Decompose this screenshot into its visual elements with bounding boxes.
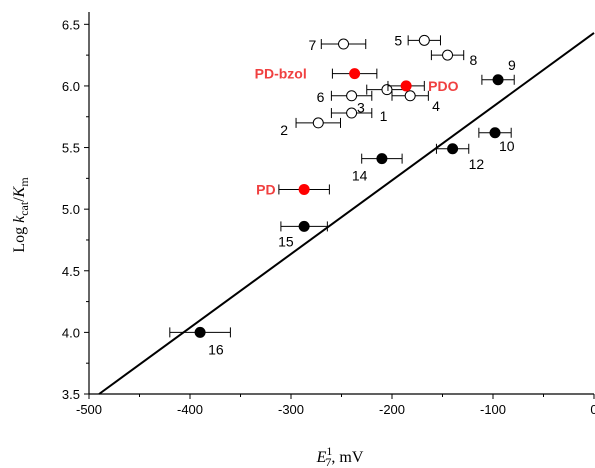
point-label: 6 — [317, 89, 325, 105]
point-label: 16 — [208, 341, 224, 357]
data-point-pdo: PDO — [387, 78, 459, 94]
point-label: 15 — [278, 233, 294, 249]
point-label: 12 — [469, 156, 485, 172]
data-point-pd-bzol: PD-bzol — [255, 66, 378, 82]
x-tick-label: -400 — [177, 402, 203, 417]
data-point-9: 9 — [481, 57, 516, 86]
data-point-15: 15 — [278, 220, 328, 249]
data-point-6: 6 — [317, 89, 373, 105]
marker — [447, 143, 459, 155]
marker — [404, 90, 416, 102]
data-point-5: 5 — [394, 32, 441, 48]
marker — [346, 90, 358, 102]
x-axis-label: E1 7, mV — [316, 444, 364, 468]
y-tick-label: 4.5 — [62, 264, 80, 279]
y-tick-label: 5.0 — [62, 202, 80, 217]
x-tick-label: 0 — [590, 402, 595, 417]
point-label: PD-bzol — [255, 66, 307, 82]
marker — [376, 153, 388, 165]
marker — [492, 74, 504, 86]
point-label: 10 — [499, 138, 515, 154]
marker — [338, 38, 350, 50]
marker — [194, 326, 206, 338]
point-label: 5 — [394, 32, 402, 48]
marker — [489, 127, 501, 139]
data-point-pd: PD — [256, 181, 330, 197]
y-axis-label: Log kcat/Km — [11, 177, 31, 253]
x-tick-label: -300 — [278, 402, 304, 417]
marker — [442, 49, 454, 61]
data-point-7: 7 — [309, 37, 367, 53]
y-tick-label: 6.0 — [62, 79, 80, 94]
point-label: 8 — [470, 52, 478, 68]
point-label: 3 — [357, 100, 365, 116]
x-tick-label: -100 — [480, 402, 506, 417]
marker — [298, 220, 310, 232]
data-point-2: 2 — [280, 117, 341, 138]
y-tick-label: 3.5 — [62, 387, 80, 402]
marker — [381, 84, 393, 96]
y-tick-label: 4.0 — [62, 325, 80, 340]
point-label: PDO — [428, 78, 458, 94]
data-point-1: 1 — [330, 107, 388, 124]
marker — [346, 107, 358, 119]
point-label: PD — [256, 181, 275, 197]
marker — [349, 68, 361, 80]
marker — [418, 34, 430, 46]
x-tick-label: -200 — [379, 402, 405, 417]
data-point-4: 4 — [391, 90, 440, 114]
point-label: 2 — [280, 122, 288, 138]
axes: -500 -400 -300 -200 -100 0 3.5 4.0 4.5 5.0 5.5 6.0 6… — [62, 12, 595, 417]
data-point-10: 10 — [478, 127, 515, 154]
y-tick-label: 6.5 — [62, 17, 80, 32]
data-point-12: 12 — [435, 143, 485, 172]
data-point-8: 8 — [430, 49, 478, 68]
point-label: 4 — [432, 98, 440, 114]
marker — [312, 117, 324, 129]
point-label: 14 — [352, 168, 368, 184]
point-label: 9 — [508, 57, 516, 73]
regression-line — [98, 32, 595, 395]
point-label: 7 — [309, 37, 317, 53]
data-point-16: 16 — [169, 326, 231, 357]
y-tick-label: 5.5 — [62, 141, 80, 156]
data-point-14: 14 — [352, 153, 403, 184]
data-point-3: 3 — [357, 84, 408, 116]
point-label: 1 — [380, 108, 388, 124]
x-tick-label: -500 — [76, 402, 102, 417]
marker — [298, 183, 310, 195]
marker — [400, 80, 412, 92]
